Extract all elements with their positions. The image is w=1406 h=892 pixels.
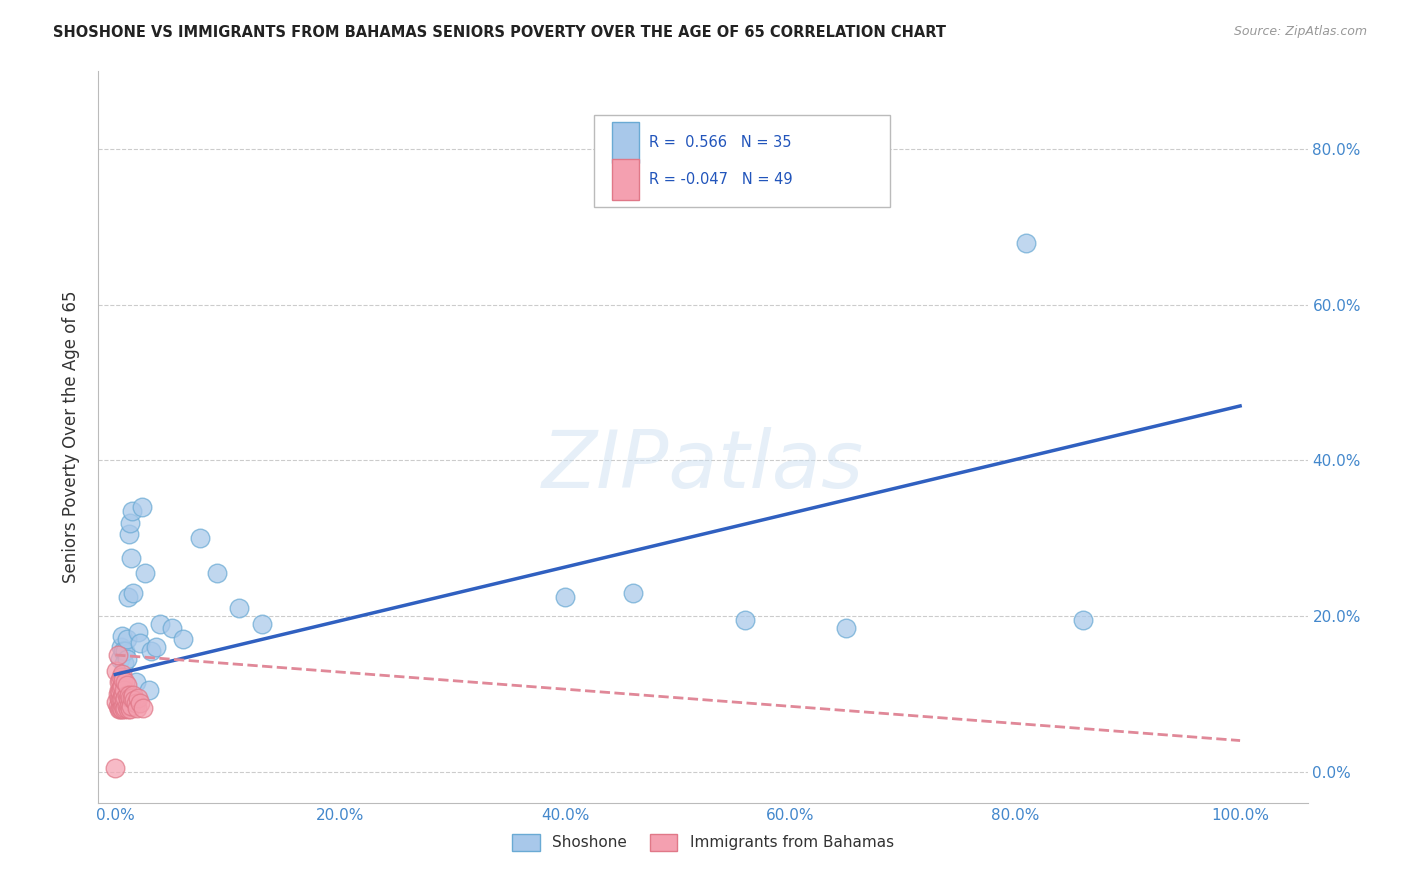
- Point: [734, 613, 756, 627]
- Point: [120, 550, 142, 565]
- Text: R = -0.047   N = 49: R = -0.047 N = 49: [648, 172, 792, 187]
- Point: [127, 690, 149, 705]
- Point: [112, 644, 135, 658]
- Point: [121, 504, 143, 518]
- Point: [108, 673, 131, 687]
- Point: [112, 702, 135, 716]
- Point: [120, 698, 142, 713]
- Text: ZIPatlas: ZIPatlas: [541, 427, 865, 506]
- Point: [132, 701, 155, 715]
- Point: [122, 585, 145, 599]
- Point: [107, 702, 129, 716]
- Point: [117, 590, 139, 604]
- Point: [115, 698, 138, 713]
- Point: [108, 652, 131, 666]
- Point: [118, 516, 141, 530]
- Point: [141, 644, 163, 658]
- Point: [111, 667, 134, 681]
- Point: [228, 601, 250, 615]
- Point: [110, 681, 132, 695]
- Point: [108, 684, 131, 698]
- Point: [127, 624, 149, 639]
- Point: [105, 664, 128, 678]
- Point: [105, 695, 128, 709]
- Point: [125, 701, 148, 715]
- Point: [104, 761, 127, 775]
- Point: [160, 621, 183, 635]
- Point: [118, 527, 141, 541]
- Point: [107, 683, 129, 698]
- Point: [621, 585, 644, 599]
- Point: [121, 690, 143, 705]
- Point: [129, 636, 152, 650]
- Point: [205, 566, 228, 581]
- Bar: [613, 122, 638, 162]
- Point: [115, 632, 138, 647]
- Point: [118, 698, 141, 713]
- Point: [131, 500, 153, 515]
- Point: [554, 590, 576, 604]
- Point: [115, 677, 138, 691]
- Point: [110, 640, 132, 655]
- Point: [250, 616, 273, 631]
- Point: [112, 656, 135, 670]
- Point: [110, 701, 132, 715]
- Text: R =  0.566   N = 35: R = 0.566 N = 35: [648, 135, 792, 150]
- Point: [124, 696, 146, 710]
- Point: [124, 675, 146, 690]
- Text: SHOSHONE VS IMMIGRANTS FROM BAHAMAS SENIORS POVERTY OVER THE AGE OF 65 CORRELATI: SHOSHONE VS IMMIGRANTS FROM BAHAMAS SENI…: [53, 25, 946, 40]
- Point: [111, 702, 134, 716]
- Point: [107, 690, 129, 705]
- Point: [111, 628, 134, 642]
- Point: [110, 670, 132, 684]
- Point: [114, 701, 136, 715]
- Point: [107, 675, 129, 690]
- Point: [111, 679, 134, 693]
- Point: [117, 702, 139, 716]
- Point: [1071, 613, 1094, 627]
- Point: [114, 675, 136, 690]
- Point: [124, 693, 146, 707]
- Point: [107, 698, 129, 713]
- Point: [117, 690, 139, 705]
- Bar: [613, 160, 638, 200]
- Point: [172, 632, 194, 647]
- Text: Source: ZipAtlas.com: Source: ZipAtlas.com: [1233, 25, 1367, 38]
- Point: [114, 690, 136, 705]
- Legend: Shoshone, Immigrants from Bahamas: Shoshone, Immigrants from Bahamas: [506, 828, 900, 857]
- Point: [835, 621, 858, 635]
- Point: [138, 683, 160, 698]
- Point: [149, 616, 172, 631]
- Point: [188, 531, 211, 545]
- Point: [110, 691, 132, 706]
- FancyBboxPatch shape: [595, 115, 890, 207]
- Point: [112, 673, 135, 687]
- Point: [111, 692, 134, 706]
- Point: [134, 566, 156, 581]
- Point: [107, 687, 129, 701]
- Y-axis label: Seniors Poverty Over the Age of 65: Seniors Poverty Over the Age of 65: [62, 291, 80, 583]
- Point: [118, 702, 141, 716]
- Point: [112, 693, 135, 707]
- Point: [112, 683, 135, 698]
- Point: [118, 690, 141, 705]
- Point: [107, 648, 129, 662]
- Point: [115, 689, 138, 703]
- Point: [145, 640, 167, 655]
- Point: [122, 689, 145, 703]
- Point: [112, 698, 135, 713]
- Point: [115, 652, 138, 666]
- Point: [112, 689, 135, 703]
- Point: [129, 696, 152, 710]
- Point: [108, 693, 131, 707]
- Point: [1015, 235, 1038, 250]
- Point: [118, 689, 141, 703]
- Point: [114, 644, 136, 658]
- Point: [108, 702, 131, 716]
